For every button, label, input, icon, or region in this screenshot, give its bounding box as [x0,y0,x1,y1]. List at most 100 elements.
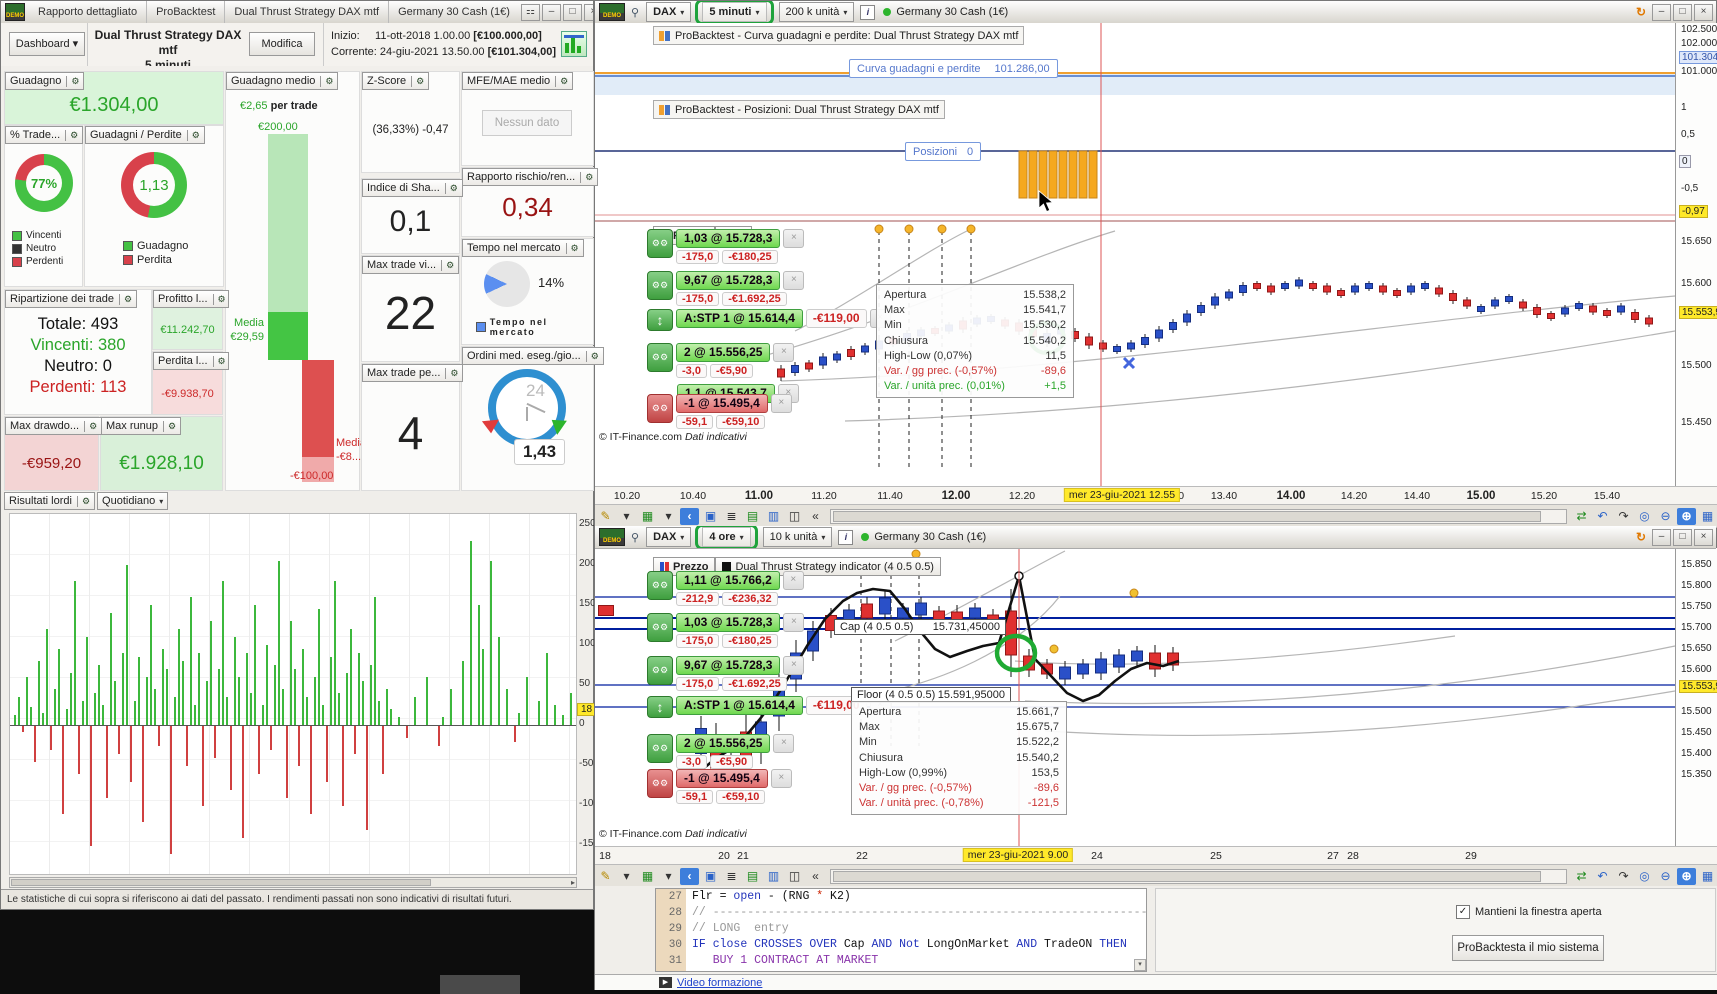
code-lines[interactable]: Flr = open - (RNG * K2) // --------------… [692,889,1146,969]
wrench-icon[interactable]: ⚙ [580,171,593,183]
tab-risultati-lordi[interactable]: Risultati lordi [9,495,72,507]
wrench-icon[interactable]: ⚙ [118,293,132,305]
zoom-select-icon[interactable]: ◎ [1639,509,1650,523]
undo-icon[interactable]: ↶ [1597,869,1608,883]
badge-price-label[interactable]: 9,67 @ 15.728,3 [676,271,781,290]
dashboard-dropdown[interactable]: Dashboard ▾ [9,32,85,56]
wrench-icon[interactable]: ⚙ [445,367,458,379]
wrench-icon[interactable]: ⚙ [212,293,226,305]
pattern-icon[interactable]: ◫ [788,869,801,883]
close-button[interactable]: × [1694,528,1713,546]
close-icon[interactable]: × [770,769,792,788]
position-gears-icon[interactable]: ⚙⚙ [647,343,673,372]
time-axis-2[interactable]: 18 20 21 22 24 25 27 28 29 mer 23-giu-2021 9.00 [595,846,1717,864]
statistics-icon[interactable] [561,31,587,57]
detach-chart-icon[interactable]: ▥ [767,869,780,883]
close-icon[interactable]: × [773,343,795,362]
close-icon[interactable]: × [783,613,805,632]
tab-instrument[interactable]: Germany 30 Cash (1€) [398,6,510,18]
badge-price-label[interactable]: 2 @ 15.556,25 [676,343,771,362]
position-gears-icon[interactable]: ⚙⚙ [647,571,673,600]
position-badge[interactable]: ⚙⚙ 1,11 @ 15.766,2 × -212,9 -€236,32 [647,571,804,606]
price-axis-2[interactable] [1675,548,1717,846]
wrench-icon[interactable]: ⚙ [76,495,90,507]
taskbar-item[interactable] [440,975,520,994]
redo-icon[interactable]: ↷ [1618,869,1629,883]
display-settings-icon[interactable]: ▦ [1701,869,1714,883]
wrench-icon[interactable]: ⚙ [565,242,579,254]
close-icon[interactable]: × [783,656,805,675]
position-gears-icon[interactable]: ⚙⚙ [647,769,673,798]
keep-window-option[interactable]: ✓ Mantieni la finestra aperta [1456,905,1602,919]
news-icon[interactable]: ≣ [726,869,737,883]
position-badge[interactable]: ⚙⚙ 9,67 @ 15.728,3 × -175,0 -€1.692,25 [647,656,805,691]
refresh-icon[interactable]: ↻ [1635,530,1646,544]
position-gears-icon[interactable]: ⚙⚙ [647,271,673,300]
position-badge[interactable]: ⚙⚙ 2 @ 15.556,25 × -3,0 -€5,90 [647,734,795,769]
collapse-icon[interactable]: « [812,869,819,883]
equity-line-label[interactable]: Curva guadagni e perdite 101.286,00 [849,59,1058,78]
position-gears-icon[interactable]: ⚙⚙ [647,613,673,642]
tab-rapporto-dettagliato[interactable]: Rapporto dettagliato [29,1,148,23]
wrench-icon[interactable]: ⚙ [585,350,599,362]
pencil-caret-icon[interactable]: ▾ [623,509,630,523]
close-icon[interactable]: × [782,571,804,590]
indicator-caret-icon[interactable]: ▾ [665,509,672,523]
scrollbar-thumb[interactable] [833,870,1541,882]
code-editor[interactable]: 27 28 29 30 31 Flr = open - (RNG * K2) // ---… [655,888,1147,972]
position-badge[interactable]: ⚙⚙ 2 @ 15.556,25 × -3,0 -€5,90 [647,343,795,378]
cap-label[interactable]: Cap (4 0.5 0.5) 15.731,45000 [834,619,1006,635]
wrench-icon[interactable]: ⚙ [162,420,176,432]
position-badge[interactable]: ⚙⚙ 9,67 @ 15.728,3 × -175,0 -€1.692,25 [647,271,805,306]
scrollbar-thumb[interactable] [833,510,1541,522]
wrench-icon[interactable]: ⚙ [444,182,458,194]
units-select[interactable]: 200 k unità ▾ [778,2,855,22]
maximize-button[interactable]: □ [1673,528,1692,546]
collapse-icon[interactable]: « [812,509,819,523]
redo-icon[interactable]: ↷ [1618,509,1629,523]
position-badge[interactable]: ⚙⚙ 1,03 @ 15.728,3 × -175,0 -€180,25 [647,229,805,264]
display-settings-icon[interactable]: ▦ [1701,509,1714,523]
positions-panel-label[interactable]: ProBacktest - Posizioni: Dual Thrust Str… [653,100,945,119]
position-gears-icon[interactable]: ⚙⚙ [647,734,673,763]
tab-strategy[interactable]: Dual Thrust Strategy DAX mtf [225,1,390,23]
probacktest-run-button[interactable]: ProBacktesta il mio sistema [1452,935,1604,961]
wrench-icon[interactable]: ⚙ [65,129,78,141]
code-line[interactable]: Flr = open - (RNG * K2) [692,890,851,903]
wrench-icon[interactable]: ⚙ [555,75,568,87]
code-scroll-down-icon[interactable]: ▾ [1134,959,1146,971]
code-line[interactable]: IF close CROSSES OVER Cap AND Not LongOn… [692,938,1127,951]
pattern-icon[interactable]: ◫ [788,509,801,523]
modifica-button[interactable]: Modifica [249,32,315,56]
news-icon[interactable]: ≣ [726,509,737,523]
price-axis-1[interactable] [1675,23,1717,486]
badge-price-label[interactable]: -1 @ 15.495,4 [676,769,768,788]
wrench-icon[interactable]: ⚙ [320,75,333,87]
zoom-out-icon[interactable]: ⊖ [1660,869,1671,883]
indicator-icon[interactable]: ▦ [641,509,654,523]
code-line[interactable]: BUY 1 CONTRACT AT MARKET [692,954,879,967]
time-axis-1[interactable]: 10.2010.4011.0011.2011.4012.0012.2013.20… [595,486,1717,504]
orders-icon[interactable]: ▤ [746,509,759,523]
position-badge[interactable]: ⚙⚙ -1 @ 15.495,4 × -59,1 -€59,10 [647,769,792,804]
stop-order-icon[interactable]: ↕ [647,309,673,331]
position-badge[interactable]: ⚙⚙ 1,03 @ 15.728,3 × -175,0 -€180,25 [647,613,805,648]
close-button[interactable]: × [1694,3,1713,21]
minimize-button[interactable]: – [541,3,561,21]
close-icon[interactable]: × [783,229,805,248]
detach-icon[interactable]: ⚏ [520,3,540,21]
chart-scrollbar[interactable] [830,868,1567,884]
badge-price-label[interactable]: -1 @ 15.495,4 [676,394,768,413]
position-gears-icon[interactable]: ⚙⚙ [647,229,673,258]
daily-results-chart[interactable] [9,513,577,875]
wrench-icon[interactable]: ⚙ [441,259,454,271]
badge-price-label[interactable]: A:STP 1 @ 15.614,4 [676,309,803,328]
share-icon[interactable]: ‹ [680,867,699,885]
symbol-select[interactable]: DAX ▾ [646,2,692,22]
pencil-icon[interactable]: ✎ [600,869,611,883]
units-select-2[interactable]: 10 k unità ▾ [762,527,833,547]
share-icon[interactable]: ‹ [680,507,699,525]
indicator-icon[interactable]: ▦ [641,869,654,883]
indicator-caret-icon[interactable]: ▾ [665,869,672,883]
code-line[interactable]: // LONG entry [692,922,789,935]
